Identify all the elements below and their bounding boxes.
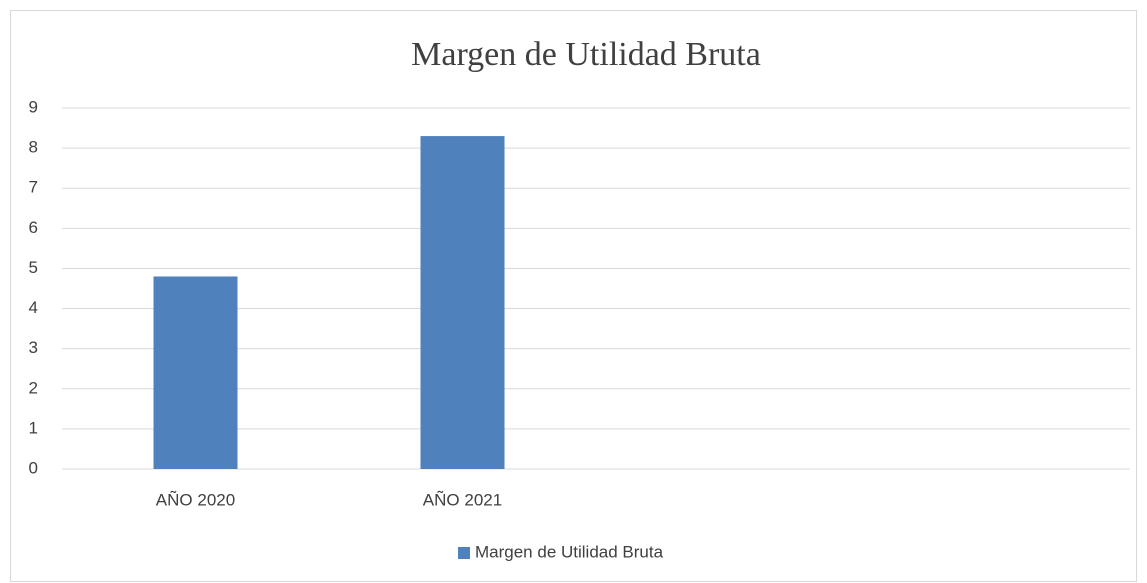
legend-label: Margen de Utilidad Bruta — [475, 542, 664, 561]
y-tick-label: 7 — [29, 178, 38, 197]
y-tick-label: 3 — [29, 338, 38, 357]
chart-title: Margen de Utilidad Bruta — [411, 36, 761, 73]
x-tick-label: AÑO 2021 — [423, 490, 502, 509]
y-tick-label: 8 — [29, 138, 38, 157]
bar — [420, 136, 505, 470]
bar — [153, 276, 238, 469]
y-tick-label: 5 — [29, 258, 38, 277]
y-tick-label: 9 — [29, 97, 38, 116]
y-tick-label: 4 — [29, 298, 38, 317]
y-tick-label: 6 — [29, 218, 38, 237]
legend-swatch — [458, 547, 470, 559]
y-tick-label: 2 — [29, 378, 38, 397]
y-tick-label: 1 — [29, 418, 38, 437]
y-tick-label: 0 — [29, 458, 38, 477]
x-tick-label: AÑO 2020 — [156, 490, 235, 509]
